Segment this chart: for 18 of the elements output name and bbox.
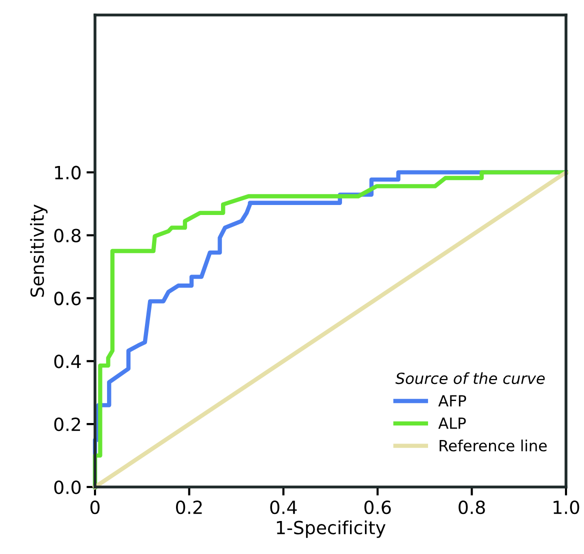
x-tick-label: 0.4 — [270, 500, 297, 514]
y-tick-label: 0.0 — [54, 480, 81, 494]
x-tick-label: 0.8 — [458, 500, 485, 514]
x-tick-label: 0 — [90, 500, 100, 514]
x-tick-label: 1.0 — [554, 500, 580, 514]
x-axis-title: 1-Specificity — [276, 520, 386, 538]
x-tick-label: 0.2 — [176, 500, 202, 514]
legend-label: ALP — [438, 418, 466, 429]
y-tick-label: 0.6 — [54, 292, 81, 306]
y-tick-label: 0.4 — [54, 354, 81, 368]
y-tick-label: 1.0 — [55, 166, 81, 180]
y-tick-label: 0.8 — [54, 228, 81, 242]
legend-label: Reference line — [440, 440, 547, 452]
legend-label: AFP — [438, 395, 466, 406]
y-axis-title: Sensitivity — [30, 204, 48, 297]
y-tick-label: 0.2 — [54, 418, 80, 432]
x-tick-label: 0.6 — [364, 500, 391, 514]
legend-title: Source of the curve — [395, 372, 545, 384]
